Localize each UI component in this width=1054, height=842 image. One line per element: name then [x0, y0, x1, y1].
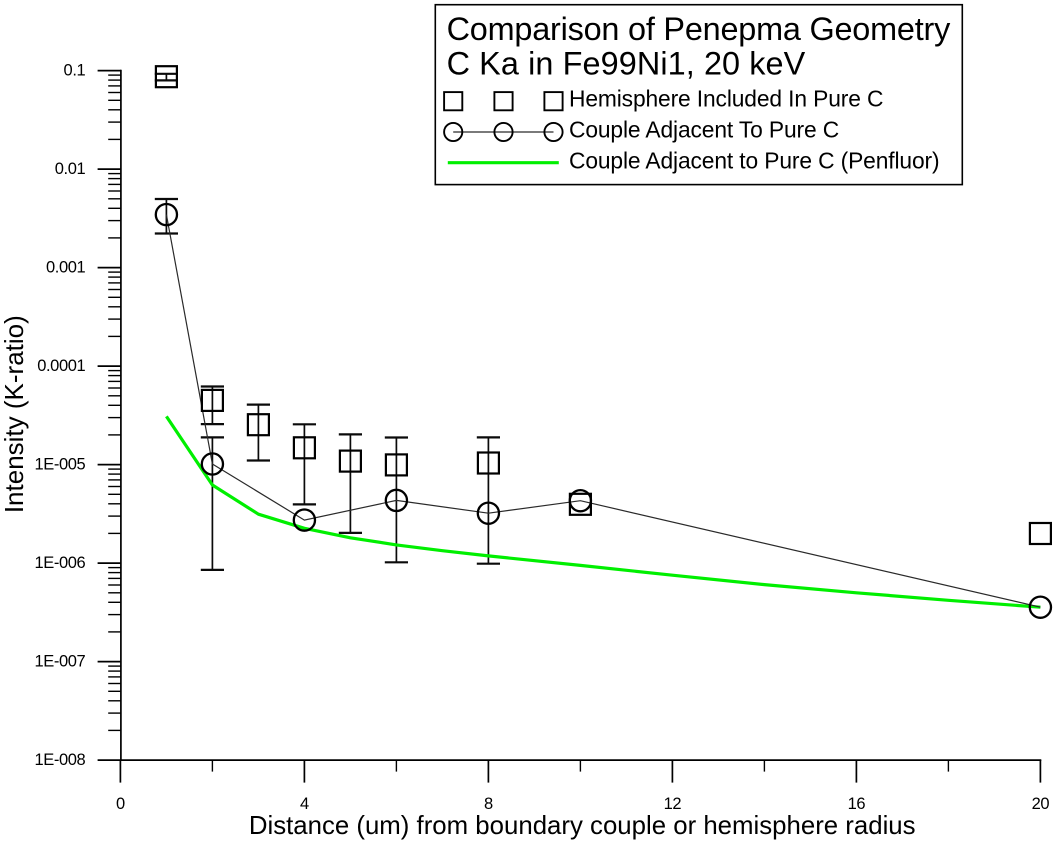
- svg-text:1E-006: 1E-006: [34, 554, 85, 572]
- svg-text:0.01: 0.01: [55, 160, 86, 178]
- svg-text:Distance (um) from boundary co: Distance (um) from boundary couple or he…: [249, 812, 916, 840]
- svg-text:1E-005: 1E-005: [34, 455, 85, 473]
- svg-text:1E-007: 1E-007: [34, 652, 85, 670]
- svg-text:Comparison of Penepma Geometry: Comparison of Penepma Geometry: [447, 11, 951, 47]
- svg-text:Couple Adjacent To Pure C: Couple Adjacent To Pure C: [569, 117, 839, 143]
- svg-text:C Ka in Fe99Ni1, 20 keV: C Ka in Fe99Ni1, 20 keV: [447, 46, 806, 82]
- svg-text:4: 4: [300, 795, 309, 813]
- svg-text:0.1: 0.1: [64, 61, 86, 79]
- svg-text:20: 20: [1032, 795, 1050, 813]
- svg-text:0.001: 0.001: [46, 258, 86, 276]
- svg-text:12: 12: [664, 795, 682, 813]
- svg-text:0: 0: [116, 795, 125, 813]
- svg-text:1E-008: 1E-008: [34, 751, 85, 769]
- svg-text:Intensity (K-ratio): Intensity (K-ratio): [0, 315, 29, 513]
- svg-text:8: 8: [484, 795, 493, 813]
- svg-text:Hemisphere Included In Pure C: Hemisphere Included In Pure C: [569, 85, 883, 111]
- svg-text:16: 16: [848, 795, 866, 813]
- svg-text:Couple Adjacent to Pure C (Pen: Couple Adjacent to Pure C (Penfluor): [569, 147, 939, 173]
- svg-text:0.0001: 0.0001: [37, 357, 85, 375]
